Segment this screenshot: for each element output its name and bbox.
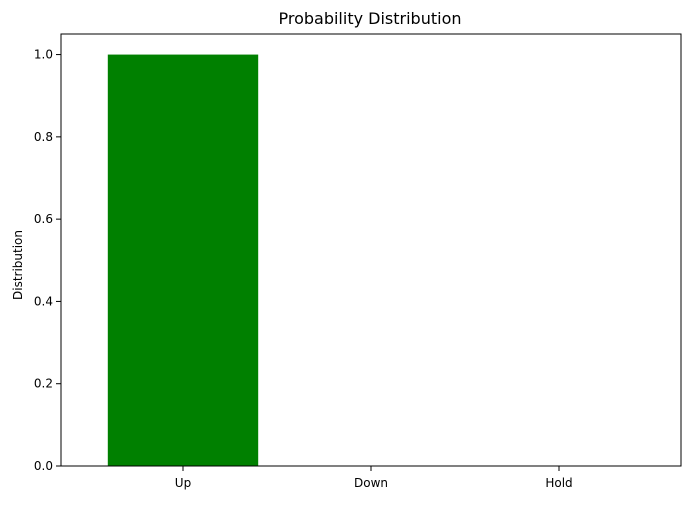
y-tick-label: 0.0 [34,459,53,473]
plot-area: 0.0 0.2 0.4 0.6 0.8 1.0 Up Down Hold [34,33,682,490]
x-tick-label: Hold [545,476,572,490]
x-tick-label: Down [354,476,388,490]
y-tick-label: 1.0 [34,48,53,62]
chart-title: Probability Distribution [278,9,461,28]
y-axis-label: Distribution [11,230,25,300]
y-tick-label: 0.4 [34,294,53,308]
bar-up [107,54,259,466]
y-tick-label: 0.2 [34,377,53,391]
y-tick-label: 0.8 [34,130,53,144]
x-tick-label: Up [175,476,191,490]
y-tick-label: 0.6 [34,212,53,226]
